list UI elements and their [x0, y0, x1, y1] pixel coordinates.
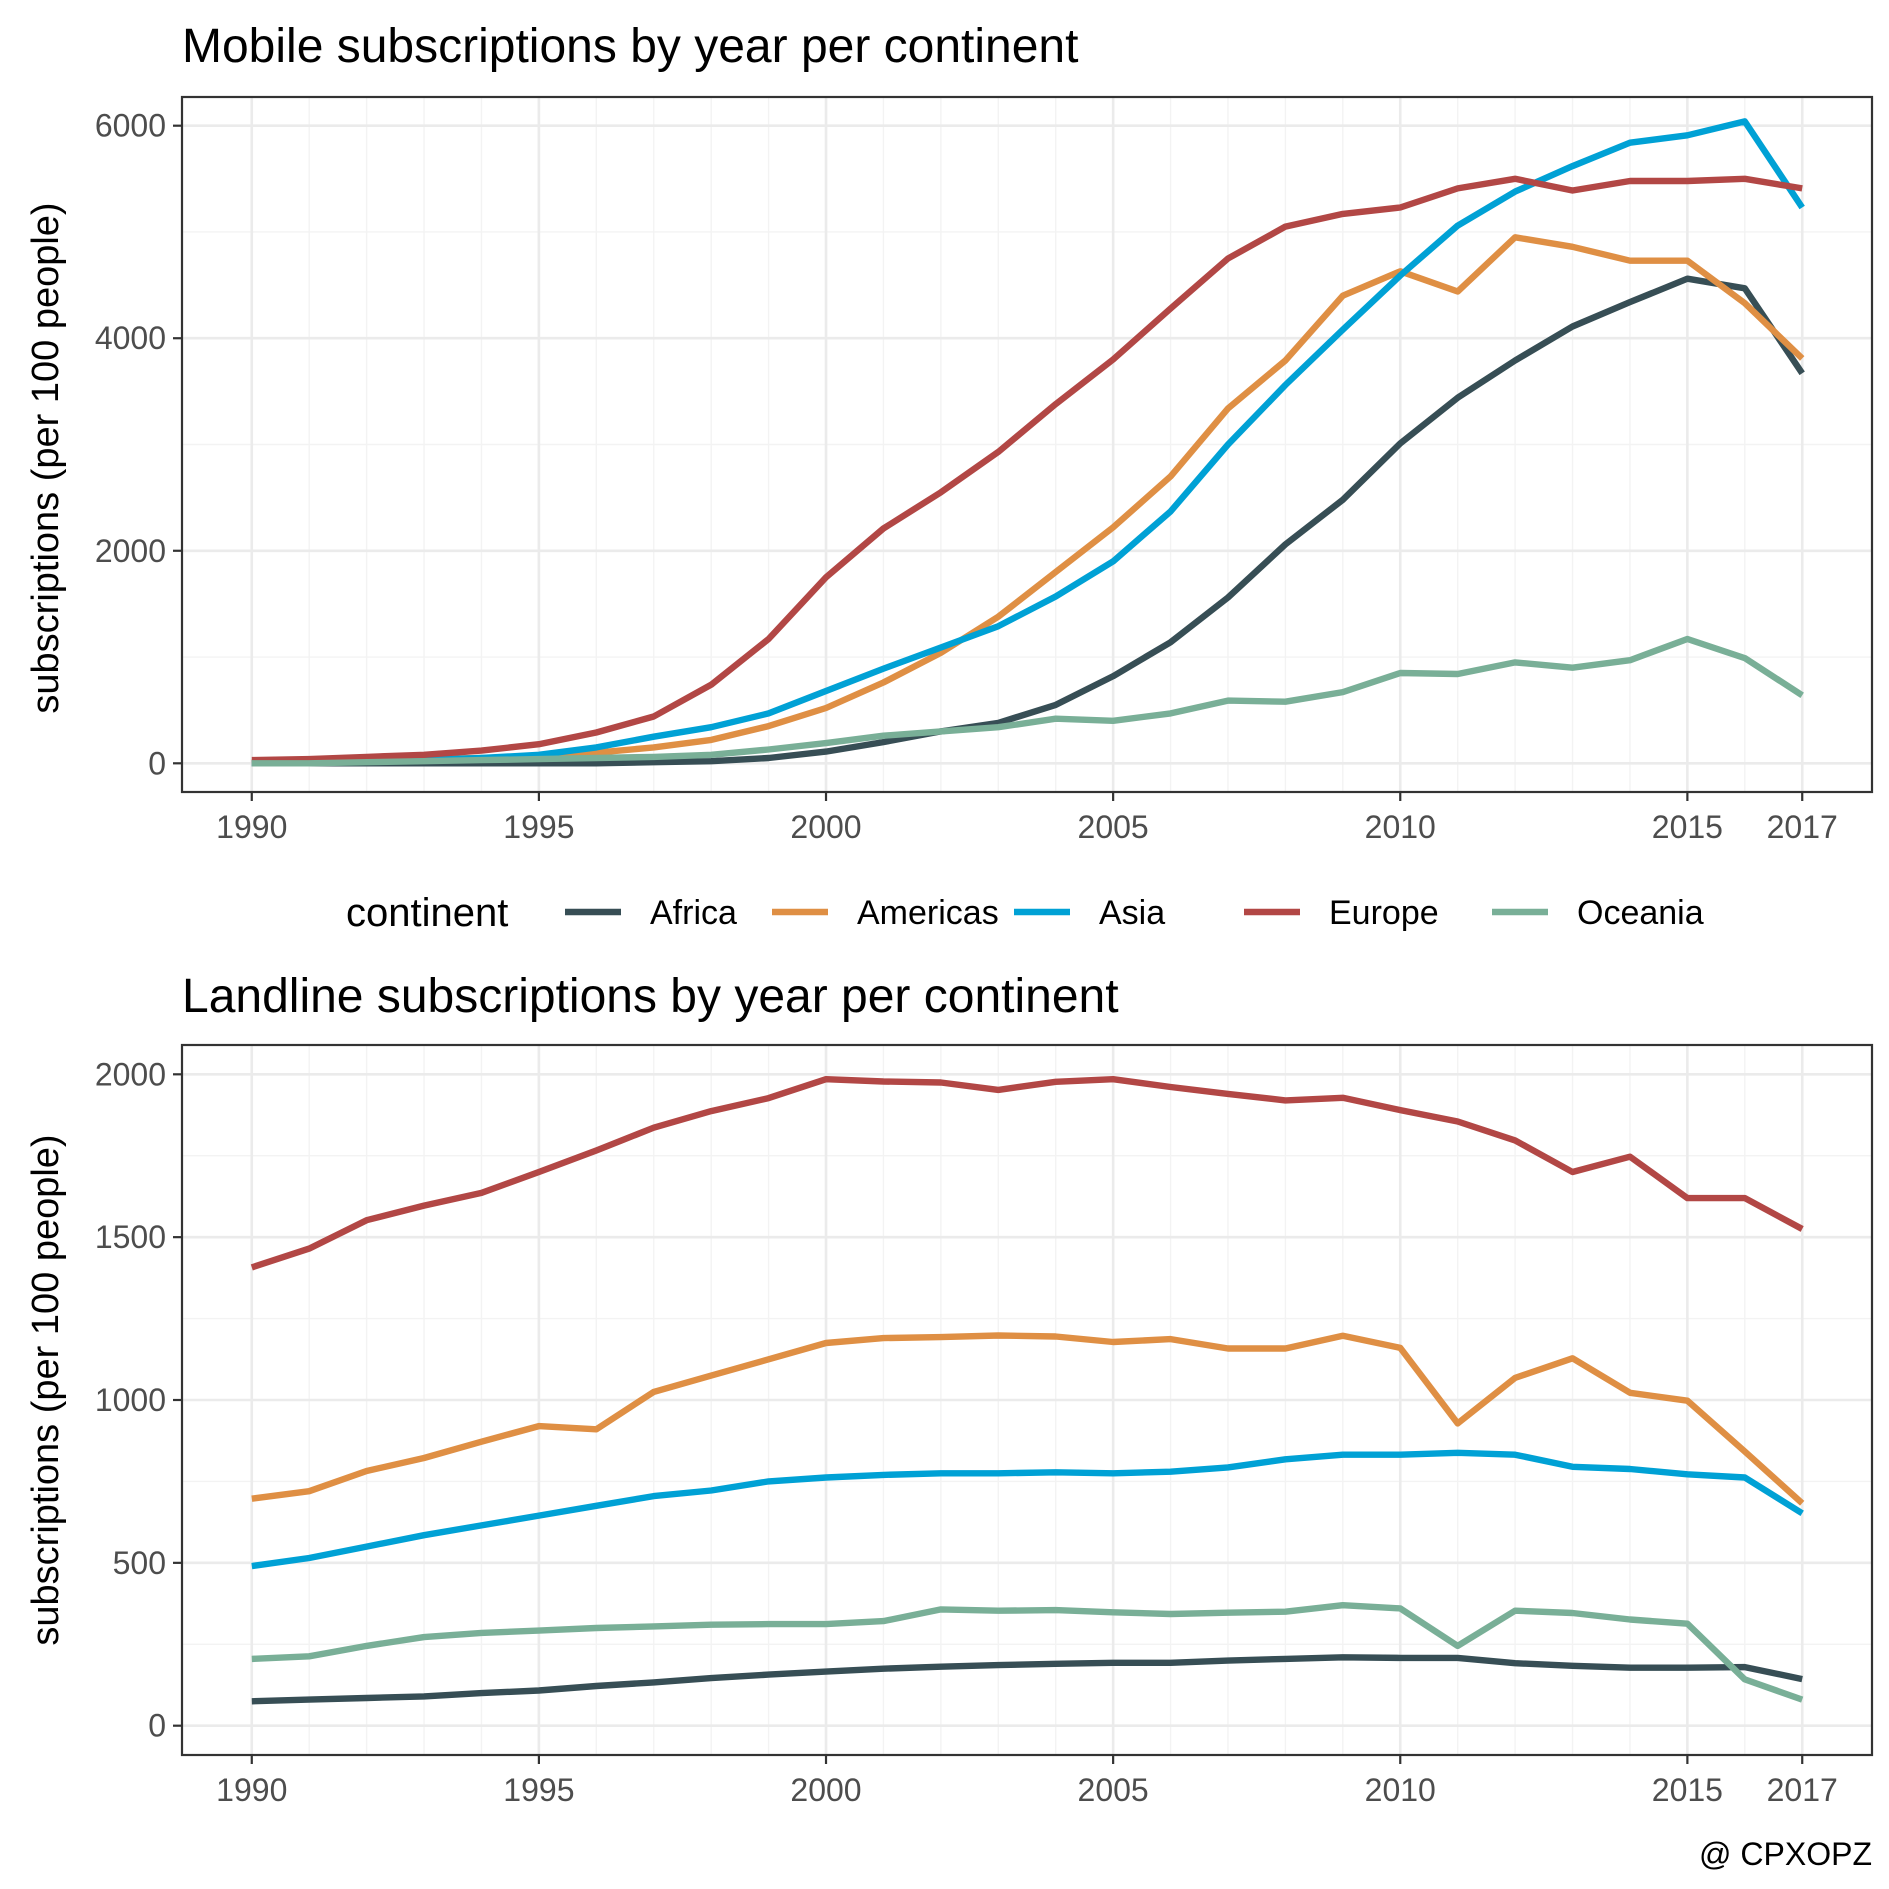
y-tick-label: 500 — [113, 1545, 166, 1581]
y-axis-label: subscriptions (per 100 people) — [25, 1134, 67, 1645]
y-tick-label: 0 — [148, 1708, 166, 1744]
legend: continent Africa Americas Asia Europe Oceani… — [346, 891, 1704, 935]
x-tick-label: 2005 — [1078, 1772, 1149, 1808]
x-tick-label: 1995 — [503, 809, 574, 845]
y-tick-label: 2000 — [95, 533, 166, 569]
x-tick-label: 2005 — [1078, 809, 1149, 845]
y-axis-label: subscriptions (per 100 people) — [25, 202, 67, 713]
legend-label-oceania: Oceania — [1577, 894, 1704, 932]
x-tick-label: 2000 — [790, 1772, 861, 1808]
x-tick-label: 2015 — [1652, 809, 1723, 845]
series-line-americas — [251, 234, 1805, 766]
panel-border — [180, 95, 1874, 794]
x-tick-label: 2010 — [1365, 809, 1436, 845]
x-tick-label: 2010 — [1365, 1772, 1436, 1808]
x-tick-label: 2017 — [1767, 1772, 1838, 1808]
credit-text: @ CPXOPZ — [1699, 1836, 1872, 1872]
x-tick-label: 1990 — [216, 1772, 287, 1808]
series-line-oceania — [251, 635, 1804, 767]
x-tick-label: 1990 — [216, 809, 287, 845]
y-tick-label: 1500 — [95, 1219, 166, 1255]
legend-label-americas: Americas — [857, 894, 999, 932]
x-tick-label: 2000 — [790, 809, 861, 845]
y-tick-label: 6000 — [95, 108, 166, 144]
y-tick-label: 1000 — [95, 1382, 166, 1418]
y-tick-label: 4000 — [95, 320, 166, 356]
y-tick-label: 2000 — [95, 1056, 166, 1092]
landline-chart: Landline subscriptions by year per conti… — [25, 970, 1874, 1808]
series-line-americas — [251, 1332, 1805, 1506]
series-line-africa — [251, 275, 1805, 767]
legend-label-africa: Africa — [650, 894, 737, 932]
series-line-asia — [251, 1449, 1804, 1570]
series-line-africa — [251, 1654, 1803, 1705]
mobile-chart: Mobile subscriptions by year per contine… — [25, 20, 1874, 845]
series-line-europe — [251, 175, 1803, 764]
series-line-europe — [250, 1075, 1804, 1271]
legend-title: continent — [346, 891, 508, 935]
legend-label-asia: Asia — [1099, 894, 1165, 932]
y-tick-label: 0 — [148, 745, 166, 781]
x-tick-label: 2015 — [1652, 1772, 1723, 1808]
series-line-oceania — [251, 1601, 1804, 1703]
chart-title: Landline subscriptions by year per conti… — [182, 970, 1119, 1023]
legend-label-europe: Europe — [1329, 894, 1439, 932]
chart-title: Mobile subscriptions by year per contine… — [182, 20, 1078, 73]
x-tick-label: 1995 — [503, 1772, 574, 1808]
x-tick-label: 2017 — [1767, 809, 1838, 845]
